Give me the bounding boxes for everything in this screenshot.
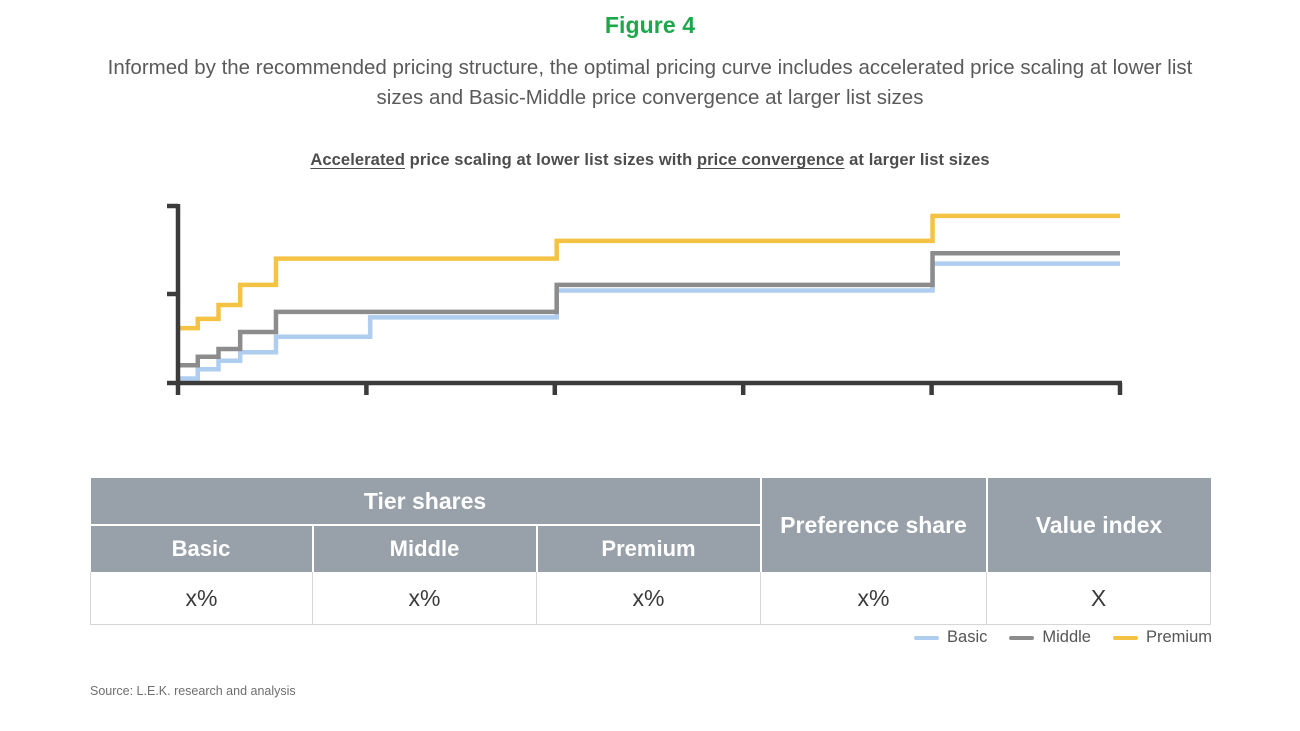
- table-sub-header-middle: Middle: [312, 525, 538, 572]
- table-sub-header-premium: Premium: [536, 525, 762, 572]
- table-group-header-value-index: Value index: [986, 478, 1211, 572]
- legend-label-basic: Basic: [947, 628, 988, 646]
- legend-item-middle: Middle: [1009, 628, 1091, 647]
- chart-heading-part-3: price convergence: [696, 151, 845, 169]
- chart-heading-part-4: at larger list sizes: [844, 151, 990, 169]
- series-line-middle: [178, 250, 1120, 368]
- chart-heading-part-1: Accelerated: [310, 151, 405, 169]
- legend-swatch-middle-icon: [1009, 635, 1035, 640]
- legend-swatch-premium-icon: [1112, 635, 1138, 640]
- legend-item-basic: Basic: [914, 628, 987, 647]
- chart-heading: Accelerated price scaling at lower list …: [0, 151, 1300, 170]
- chart-block: Accelerated price scaling at lower list …: [0, 151, 1300, 421]
- table-cell-basic-share: x%: [90, 572, 313, 625]
- table-group-header-tier-shares: Tier shares: [90, 478, 762, 526]
- plot-area: [0, 190, 1300, 405]
- table-row: x% x% x% x% X: [90, 572, 1211, 625]
- chart-axes-group: [167, 203, 1123, 395]
- table-group-header-row: Tier shares Preference share Value index: [90, 478, 1211, 572]
- legend-item-premium: Premium: [1112, 628, 1212, 647]
- series-line-premium: [178, 213, 1120, 331]
- figure-title: Figure 4: [604, 12, 696, 38]
- table-cell-premium-share: x%: [536, 572, 761, 625]
- chart-series-group: [178, 213, 1120, 381]
- legend-label-premium: Premium: [1145, 628, 1212, 646]
- table-group-header-preference-share: Preference share: [760, 478, 988, 572]
- price-table-wrap: Tier shares Preference share Value index…: [90, 478, 1211, 625]
- table-sub-header-basic: Basic: [90, 525, 314, 572]
- chart-legend: Basic Middle Premium: [914, 628, 1212, 647]
- source-note: Source: L.E.K. research and analysis: [90, 684, 296, 698]
- table-cell-middle-share: x%: [312, 572, 537, 625]
- table-cell-preference-share: x%: [760, 572, 987, 625]
- price-table: Tier shares Preference share Value index…: [90, 478, 1211, 625]
- legend-label-middle: Middle: [1042, 628, 1091, 646]
- table-cell-value-index: X: [986, 572, 1211, 625]
- table-sub-header-row: Basic Middle Premium: [90, 525, 1211, 572]
- figure-subtitle: Informed by the recommended pricing stru…: [107, 56, 1193, 109]
- chart-heading-part-2: price scaling at lower list sizes with: [405, 151, 697, 169]
- step-chart-svg: [167, 203, 1123, 395]
- legend-swatch-basic-icon: [914, 635, 940, 640]
- series-line-basic: [178, 261, 1120, 381]
